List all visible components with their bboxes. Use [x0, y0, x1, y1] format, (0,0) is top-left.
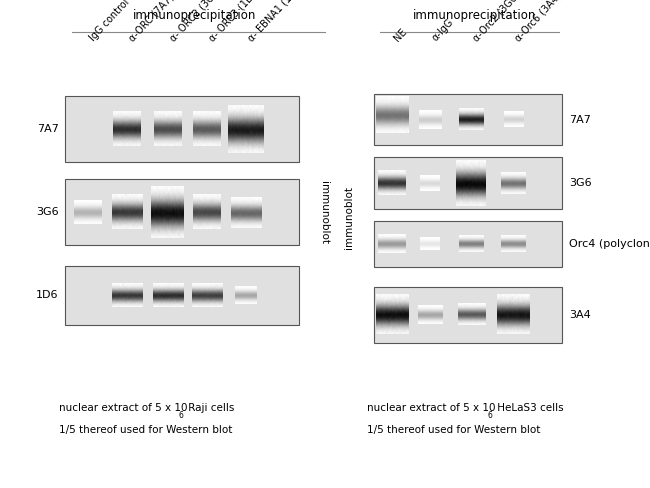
- Text: α-Orc6 (3A4): α-Orc6 (3A4): [514, 0, 564, 43]
- Text: immunoblot: immunoblot: [318, 181, 328, 244]
- Text: 3G6: 3G6: [36, 207, 58, 217]
- Text: α- ORC2 (3G6): α- ORC2 (3G6): [168, 0, 223, 43]
- Text: IgG control: IgG control: [88, 0, 131, 43]
- Bar: [65, 96, 299, 162]
- Text: α-IgG: α-IgG: [430, 17, 456, 43]
- Text: immunoprecipitation: immunoprecipitation: [133, 9, 257, 22]
- Text: 7A7: 7A7: [36, 124, 58, 134]
- Text: Raji cells: Raji cells: [185, 403, 235, 412]
- Bar: [374, 221, 562, 267]
- Bar: [65, 180, 299, 245]
- Text: immunoprecipitation: immunoprecipitation: [413, 9, 536, 22]
- Bar: [374, 157, 562, 209]
- Text: nuclear extract of 5 x 10: nuclear extract of 5 x 10: [58, 403, 187, 412]
- Text: Orc4 (polyclonal): Orc4 (polyclonal): [569, 239, 650, 249]
- Text: 7A7: 7A7: [569, 115, 591, 124]
- Text: 1/5 thereof used for Western blot: 1/5 thereof used for Western blot: [58, 425, 232, 434]
- Text: α- EBNA1 (1H4): α- EBNA1 (1H4): [246, 0, 305, 43]
- Bar: [65, 266, 299, 325]
- Text: 3G6: 3G6: [569, 178, 592, 188]
- Bar: [374, 94, 562, 145]
- Text: α-ORC (7A7): α-ORC (7A7): [127, 0, 176, 43]
- Text: nuclear extract of 5 x 10: nuclear extract of 5 x 10: [367, 403, 496, 412]
- Text: immunoblot: immunoblot: [344, 185, 354, 249]
- Text: 6: 6: [488, 411, 493, 420]
- Text: 1/5 thereof used for Western blot: 1/5 thereof used for Western blot: [367, 425, 541, 434]
- Text: α-Orc2 (3G6): α-Orc2 (3G6): [471, 0, 522, 43]
- Text: HeLaS3 cells: HeLaS3 cells: [494, 403, 564, 412]
- Text: 1D6: 1D6: [36, 290, 58, 300]
- Text: α- ORC3 (1D6): α- ORC3 (1D6): [207, 0, 262, 43]
- Text: 6: 6: [179, 411, 184, 420]
- Text: 3A4: 3A4: [569, 310, 590, 320]
- Bar: [374, 286, 562, 343]
- Text: NE: NE: [392, 27, 408, 43]
